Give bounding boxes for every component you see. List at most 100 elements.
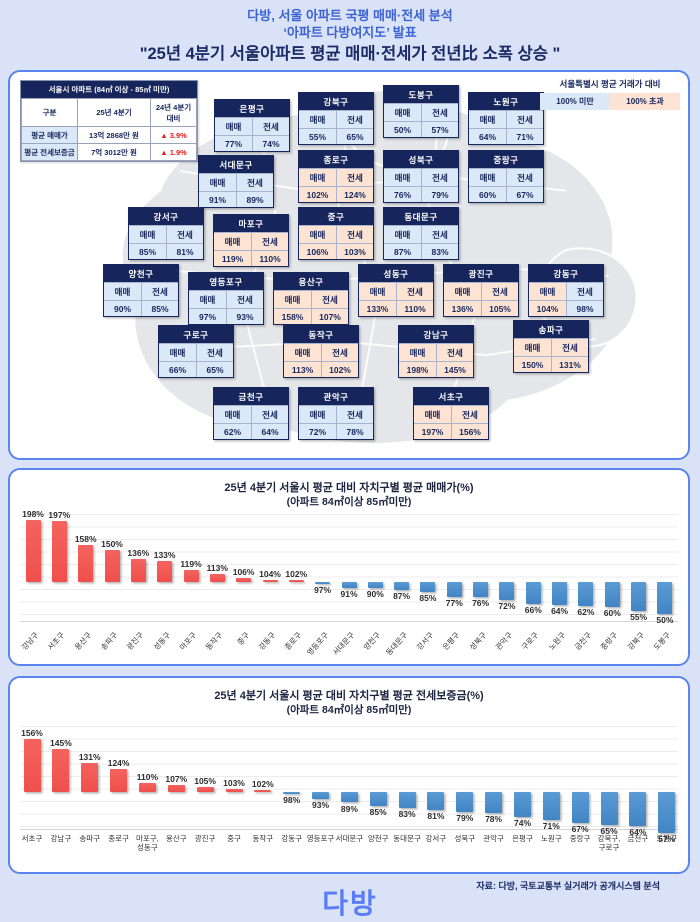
district-name: 강서구 <box>129 208 203 225</box>
district-box: 관악구 매매 전세 72% 78% <box>298 387 374 440</box>
jeonse-value: 65% <box>336 128 373 144</box>
bar-value-label: 76% <box>472 598 490 609</box>
summary-col-header: 24년 4분기 대비 <box>150 98 197 127</box>
category-label: 마포구, 성동구 <box>135 834 159 852</box>
district-box: 마포구 매매 전세 119% 110% <box>213 214 289 267</box>
category-label: 중랑구 <box>599 630 620 652</box>
jeonse-header: 전세 <box>566 282 603 300</box>
bar-value-label: 97% <box>314 585 332 595</box>
bar-value-label: 197% <box>48 509 71 520</box>
bar-도봉구 <box>658 792 676 833</box>
district-name: 종로구 <box>299 151 373 168</box>
sale-price-chart-panel: 25년 4분기 서울시 평균 대비 자치구별 평균 매매가(%) (아파트 84… <box>8 468 690 666</box>
jeonse-header: 전세 <box>251 232 288 250</box>
category-label: 도봉구 <box>656 834 678 843</box>
jeonse-value: 71% <box>506 128 543 144</box>
jeonse-value: 131% <box>551 356 588 372</box>
category-label: 동대문구 <box>393 834 421 843</box>
bar-value-label: 156% <box>21 727 43 738</box>
district-box: 노원구 매매 전세 64% 71% <box>468 92 544 145</box>
jeonse-value: 81% <box>166 243 203 259</box>
sale-header: 매매 <box>299 168 336 186</box>
bar-마포구,성동구 <box>138 782 156 792</box>
district-box: 금천구 매매 전세 62% 64% <box>213 387 289 440</box>
district-name: 마포구 <box>214 215 288 232</box>
category-label: 서대문구 <box>331 630 357 658</box>
bar-value-label: 113% <box>206 562 228 573</box>
district-box: 강서구 매매 전세 85% 81% <box>128 207 204 260</box>
summary-col-header: 25년 4분기 <box>77 98 151 127</box>
chart2-title: 25년 4분기 서울시 평균 대비 자치구별 평균 전세보증금(%) <box>214 690 484 702</box>
category-label: 중랑구 <box>569 834 591 843</box>
jeonse-value: 57% <box>421 121 458 137</box>
bar-value-label: 103% <box>223 778 245 789</box>
jeonse-header: 전세 <box>336 225 373 243</box>
district-name: 관악구 <box>299 388 373 405</box>
jeonse-header: 전세 <box>481 282 518 300</box>
jeonse-value: 102% <box>321 361 358 377</box>
category-label: 강북구 <box>625 630 646 652</box>
sale-header: 매매 <box>469 110 506 128</box>
bar-value-label: 65% <box>600 826 618 837</box>
category-label: 강서구 <box>414 630 436 652</box>
category-label: 은평구 <box>512 834 533 843</box>
summary-row-sale: 평균 매매가 13억 2868만 원 ▲ 3.9% <box>21 126 197 144</box>
category-label: 성동구 <box>151 630 172 652</box>
category-label: 노원구 <box>546 630 567 652</box>
chart1-title: 25년 4분기 서울시 평균 대비 자치구별 평균 매매가(%) <box>224 482 474 494</box>
category-label: 강남구 <box>50 834 72 843</box>
district-box: 성동구 매매 전세 133% 110% <box>358 264 434 317</box>
sale-value: 158% <box>274 308 311 324</box>
bar-관악구 <box>485 792 503 813</box>
bar-광진구 <box>196 787 214 793</box>
bar-강서구 <box>427 792 445 811</box>
district-box: 구로구 매매 전세 66% 65% <box>158 325 234 378</box>
bar-value-label: 133% <box>153 550 176 561</box>
bar-영등포구 <box>315 582 331 584</box>
jeonse-header: 전세 <box>451 405 488 423</box>
sale-header: 매매 <box>469 168 506 186</box>
sale-header: 매매 <box>384 168 421 186</box>
district-name: 서초구 <box>414 388 488 405</box>
jeonse-header: 전세 <box>226 290 263 308</box>
bar-value-label: 145% <box>50 738 72 749</box>
sale-value: 104% <box>529 300 566 316</box>
district-box: 광진구 매매 전세 136% 105% <box>443 264 519 317</box>
sale-value: 198% <box>399 361 436 377</box>
sale-value: 119% <box>214 250 251 266</box>
sale-value: 106% <box>299 243 336 259</box>
bar-value-label: 107% <box>165 774 188 785</box>
bar-동작구 <box>254 790 272 792</box>
bar-성동구 <box>157 561 173 582</box>
sale-value: 62% <box>214 423 251 439</box>
summary-row-jeonse: 평균 전세보증금 7억 3012만 원 ▲ 1.9% <box>21 143 197 161</box>
sale-header: 매매 <box>214 232 251 250</box>
category-label: 서대문구 <box>335 834 364 843</box>
bar-종로구 <box>288 580 304 582</box>
bar-용산구 <box>78 545 94 582</box>
bar-value-label: 91% <box>340 588 358 599</box>
district-box: 용산구 매매 전세 158% 107% <box>273 272 349 325</box>
sale-header: 매매 <box>359 282 396 300</box>
category-label: 강동구 <box>281 834 303 843</box>
bar-value-label: 50% <box>656 614 674 625</box>
sale-header: 매매 <box>274 290 311 308</box>
category-label: 성북구 <box>454 834 476 843</box>
bar-value-label: 79% <box>456 812 474 823</box>
sale-value: 97% <box>189 308 226 324</box>
district-name: 성동구 <box>359 265 433 282</box>
sale-value: 136% <box>444 300 481 316</box>
sale-value: 76% <box>384 186 421 202</box>
bar-value-label: 67% <box>571 824 589 835</box>
bar-value-label: 66% <box>524 604 542 615</box>
chart2-plot-area <box>20 726 678 830</box>
district-name: 중구 <box>299 208 373 225</box>
district-box: 서초구 매매 전세 197% 156% <box>413 387 489 440</box>
bar-value-label: 98% <box>283 795 301 805</box>
district-box: 동작구 매매 전세 113% 102% <box>283 325 359 378</box>
bar-은평구 <box>446 582 462 597</box>
sale-value: 77% <box>215 135 252 151</box>
chart1-plot-area <box>20 514 678 622</box>
bar-금천구 <box>629 792 647 827</box>
district-box: 종로구 매매 전세 102% 124% <box>298 150 374 203</box>
